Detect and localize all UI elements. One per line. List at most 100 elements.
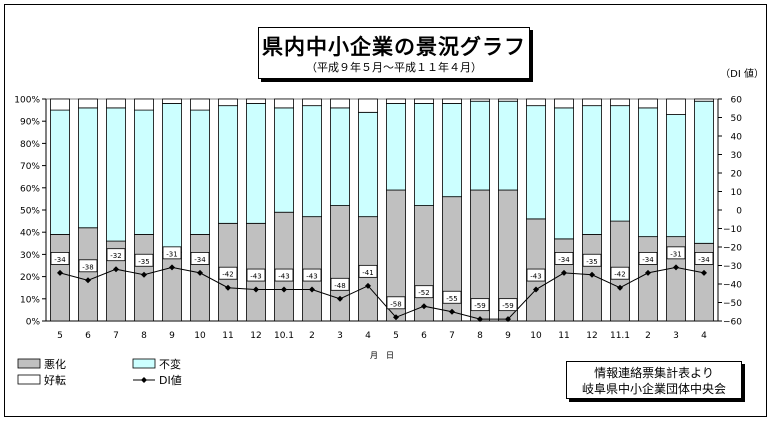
bar-better [330, 98, 350, 109]
bar-better [190, 98, 210, 111]
bar-better [218, 98, 238, 107]
di-label: -31 [166, 250, 177, 258]
di-label-box [442, 290, 462, 304]
legend-better-label: 好転 [44, 373, 66, 387]
di-label-box [78, 259, 98, 273]
di-label-box [50, 251, 70, 265]
y-right-tick-label: −50 [723, 299, 742, 309]
y-left-tick-label: 60% [20, 184, 40, 194]
x-tick-label: 3 [673, 331, 679, 341]
y-right-tick-label: −40 [723, 281, 742, 291]
legend-di-label: DI値 [159, 374, 182, 387]
x-tick-label: 9 [505, 331, 511, 341]
di-label-box [358, 264, 378, 278]
di-point [533, 286, 539, 293]
bar-unchanged [330, 107, 350, 206]
y-right-tick-label: −10 [723, 225, 742, 235]
x-tick-label: 10.1 [274, 331, 294, 341]
bar-better [666, 98, 686, 115]
legend-di-marker [141, 377, 147, 383]
y-left-tick-label: 40% [20, 229, 40, 239]
y-left-tick-label: 50% [20, 207, 40, 217]
bar-unchanged [246, 103, 266, 224]
bar-better [470, 98, 490, 102]
di-label: -32 [110, 252, 121, 260]
di-label: -58 [390, 300, 401, 308]
di-point [589, 271, 595, 278]
bar-unchanged [610, 105, 630, 222]
bar-better [442, 98, 462, 104]
di-point [225, 284, 231, 291]
source-line-1: 情報連絡票集計表より [594, 366, 714, 380]
bar-better [498, 98, 518, 102]
di-point [701, 269, 707, 276]
di-label-box [470, 298, 490, 312]
bar-better [582, 98, 602, 107]
y-right-tick-label: −30 [723, 262, 742, 272]
di-label: -52 [418, 289, 429, 297]
bar-worse [190, 234, 210, 322]
x-tick-label: 6 [85, 331, 91, 341]
plot-area [45, 98, 719, 322]
bar-unchanged [526, 105, 546, 220]
di-label: -34 [642, 256, 654, 264]
di-point [113, 266, 119, 273]
di-label-box [582, 253, 602, 267]
di-label-box [554, 251, 574, 265]
bar-better [246, 98, 266, 104]
di-point [337, 295, 343, 302]
x-tick-label: 2 [645, 331, 651, 341]
di-label: -42 [614, 271, 625, 279]
x-tick-label: 11 [222, 331, 233, 341]
x-tick-label: 5 [393, 331, 399, 341]
bar-unchanged [358, 111, 378, 218]
di-label: -35 [138, 258, 149, 266]
di-point [253, 286, 259, 293]
legend-unchanged-swatch [132, 358, 156, 369]
bar-unchanged [694, 100, 714, 244]
x-tick-label: 8 [141, 331, 147, 341]
y-left-tick-label: 30% [20, 251, 40, 261]
y-left-tick-label: 70% [20, 162, 40, 172]
x-tick-label: 4 [701, 331, 707, 341]
bar-better [554, 98, 574, 109]
di-label: -34 [54, 256, 66, 264]
bar-better [50, 98, 70, 111]
bar-better [162, 98, 182, 104]
di-label-box [666, 246, 686, 260]
di-point [477, 316, 483, 323]
y-left-tick-label: 80% [20, 140, 40, 150]
bar-worse [554, 238, 574, 322]
di-line [59, 266, 705, 320]
di-point [309, 286, 315, 293]
x-tick-label: 8 [477, 331, 483, 341]
bar-better [358, 98, 378, 113]
di-label-box [386, 296, 406, 310]
bar-unchanged [498, 100, 518, 191]
x-tick-label: 10 [530, 331, 542, 341]
y-right-tick-label: 60 [731, 96, 743, 106]
y-right-tick-label: −60 [723, 318, 742, 328]
bar-better [414, 98, 434, 104]
di-point [617, 284, 623, 291]
y-right-tick-label: 50 [731, 114, 743, 124]
di-point [141, 271, 147, 278]
di-label-box [694, 251, 714, 265]
di-point [505, 316, 511, 323]
bar-unchanged [666, 114, 686, 238]
chart-subtitle: （平成９年５月～平成１１年４月） [306, 61, 482, 74]
di-point [169, 264, 175, 271]
x-tick-label: 7 [113, 331, 119, 341]
legend-better-swatch [17, 374, 41, 385]
di-label: -35 [586, 258, 597, 266]
di-label: -34 [698, 256, 710, 264]
bar-unchanged [218, 105, 238, 224]
di-point [449, 308, 455, 315]
di-label: -42 [222, 271, 233, 279]
bar-better [78, 98, 98, 109]
x-tick-label: 5 [57, 331, 63, 341]
y-left-tick-label: 20% [20, 273, 40, 283]
y-right-axis-label: （DI 値） [720, 67, 764, 80]
di-label-box [526, 268, 546, 282]
y-right-tick-label: 30 [731, 151, 743, 161]
